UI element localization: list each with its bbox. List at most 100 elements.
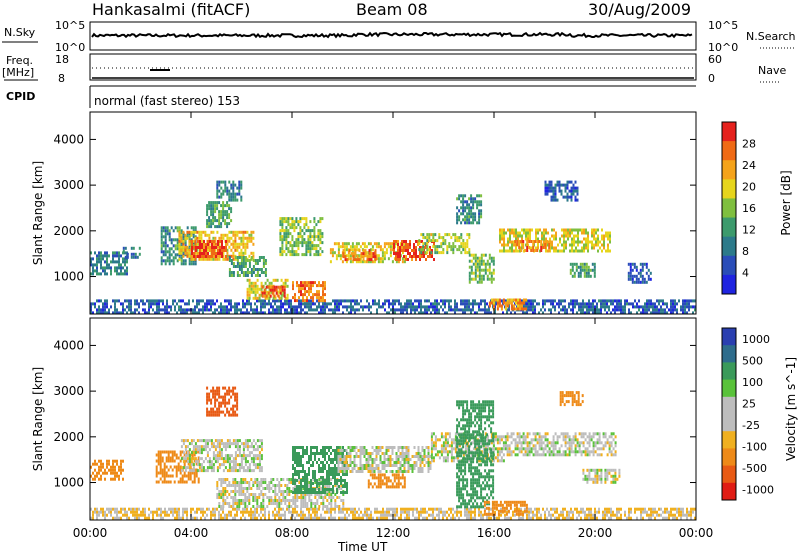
- echo-cell: [470, 197, 473, 201]
- echo-cell: [548, 513, 550, 517]
- echo-cell: [468, 277, 471, 281]
- echo-cell: [436, 302, 438, 306]
- y-tick-label: 3000: [53, 178, 84, 192]
- echo-cell: [192, 230, 195, 234]
- echo-cell: [472, 200, 475, 204]
- echo-cell: [366, 258, 369, 262]
- echo-cell: [98, 468, 100, 472]
- echo-cell: [466, 507, 468, 511]
- echo-cell: [406, 311, 408, 315]
- echo-cell: [182, 442, 185, 446]
- echo-cell: [258, 460, 261, 464]
- echo-cell: [281, 238, 284, 242]
- echo-cell: [218, 496, 221, 499]
- echo-cell: [234, 496, 237, 499]
- echo-cell: [164, 253, 167, 257]
- echo-cell: [343, 245, 346, 249]
- echo-cell: [172, 513, 174, 517]
- echo-cell: [583, 246, 585, 250]
- echo-cell: [363, 242, 366, 246]
- echo-cell: [308, 287, 310, 291]
- echo-cell: [548, 249, 551, 252]
- echo-cell: [646, 299, 648, 303]
- echo-region: [216, 180, 243, 202]
- echo-cell: [234, 257, 237, 261]
- echo-cell: [230, 186, 233, 190]
- echo-cell: [182, 245, 185, 249]
- echo-cell: [242, 305, 244, 309]
- echo-cell: [598, 311, 600, 315]
- echo-cell: [456, 206, 459, 210]
- echo-cell: [220, 210, 223, 214]
- echo-cell: [464, 299, 466, 303]
- echo-cell: [256, 466, 259, 470]
- echo-cell: [280, 308, 282, 312]
- echo-cell: [301, 241, 304, 245]
- echo-cell: [408, 510, 410, 514]
- echo-cell: [602, 299, 604, 303]
- echo-cell: [587, 249, 589, 253]
- nave-top: 60: [708, 53, 722, 66]
- colorbar-frame: [721, 121, 737, 295]
- echo-cell: [464, 510, 466, 514]
- echo-cell: [440, 242, 443, 246]
- echo-cell: [454, 510, 456, 514]
- echo-cell: [234, 256, 237, 259]
- echo-cell: [464, 209, 467, 213]
- echo-cell: [561, 228, 563, 232]
- echo-cell: [389, 254, 392, 258]
- echo-cell: [363, 260, 366, 264]
- echo-cell: [607, 249, 609, 253]
- echo-cell: [650, 302, 652, 306]
- echo-cell: [204, 302, 206, 306]
- echo-cell: [593, 231, 595, 235]
- echo-cell: [232, 180, 235, 184]
- echo-cell: [218, 386, 221, 390]
- echo-cell: [148, 507, 150, 511]
- echo-cell: [478, 262, 481, 266]
- echo-cell: [398, 308, 400, 312]
- echo-cell: [426, 242, 429, 246]
- echo-cell: [200, 257, 203, 261]
- echo-cell: [526, 249, 529, 252]
- echo-region: [488, 298, 527, 311]
- echo-cell: [350, 252, 353, 256]
- echo-cell: [510, 307, 513, 311]
- echo-cell: [94, 269, 96, 273]
- echo-cell: [240, 454, 243, 458]
- echo-cell: [355, 242, 358, 246]
- echo-cell: [474, 212, 477, 216]
- echo-cell: [631, 268, 634, 272]
- echo-cell: [550, 516, 552, 520]
- echo-cell: [244, 236, 247, 240]
- echo-cell: [236, 398, 239, 402]
- echo-cell: [186, 457, 189, 461]
- echo-cell: [212, 466, 215, 470]
- echo-cell: [568, 180, 571, 184]
- echo-cell: [104, 254, 106, 258]
- echo-cell: [528, 516, 530, 520]
- echo-cell: [296, 281, 298, 285]
- echo-cell: [228, 271, 231, 274]
- echo-cell: [438, 311, 440, 315]
- echo-cell: [116, 462, 118, 466]
- echo-cell: [276, 308, 278, 312]
- echo-cell: [382, 305, 384, 309]
- echo-cell: [566, 516, 568, 520]
- echo-cell: [319, 232, 322, 236]
- echo-cell: [340, 516, 342, 520]
- echo-cell: [216, 392, 219, 396]
- echo-cell: [474, 200, 477, 204]
- echo-cell: [176, 311, 178, 315]
- echo-cell: [228, 308, 230, 312]
- echo-cell: [377, 254, 380, 258]
- echo-cell: [478, 256, 481, 260]
- echo-cell: [116, 251, 118, 255]
- echo-cell: [399, 242, 402, 246]
- echo-cell: [192, 308, 194, 312]
- echo-cell: [378, 516, 380, 520]
- echo-cell: [210, 299, 212, 303]
- echo-cell: [660, 305, 662, 309]
- echo-cell: [220, 448, 223, 452]
